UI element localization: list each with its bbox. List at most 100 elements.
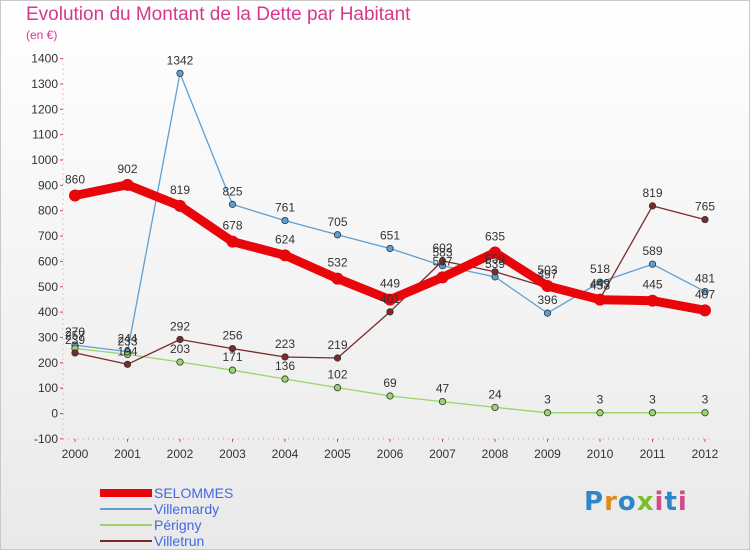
data-label: 518 [590,262,610,276]
data-label: 583 [432,246,452,260]
data-point [701,287,709,296]
data-label: 705 [327,215,347,229]
legend-item: Villetrun [100,533,300,549]
data-point [279,249,291,262]
data-label: 3 [702,393,709,407]
data-point [176,358,184,366]
data-label: 223 [275,337,295,351]
data-label: 503 [537,263,557,277]
data-point [69,189,81,202]
data-point [228,345,237,353]
data-label: 445 [642,278,662,292]
legend-label: Villetrun [154,533,205,549]
data-point [489,246,501,259]
y-tick-label: 900 [38,178,58,192]
y-tick-label: 100 [38,381,58,395]
data-label: 651 [380,228,400,242]
data-point [648,260,657,268]
data-label: 102 [327,368,347,382]
data-label: 270 [65,325,85,339]
data-label: 902 [117,162,137,176]
data-label: 678 [222,219,242,233]
data-point [226,235,239,248]
data-point [699,304,711,317]
data-point [386,308,394,316]
x-tick-label: 2005 [324,447,351,461]
data-label: 292 [170,319,190,333]
data-label: 539 [485,257,505,271]
data-label: 819 [170,183,190,197]
data-label: 257 [65,328,85,342]
data-label: 819 [642,186,662,200]
data-label: 239 [65,333,85,347]
x-tick-label: 2010 [587,447,614,461]
data-label: 481 [695,272,715,286]
data-label: 3 [649,393,656,407]
data-point [384,293,396,306]
data-point [176,69,184,77]
data-point [701,215,709,224]
data-label: 244 [117,332,137,346]
data-point [491,268,499,276]
data-label: 171 [222,350,242,364]
data-point [333,354,342,362]
data-point [436,271,449,284]
data-label: 3 [597,393,604,407]
data-point [228,200,237,208]
data-label: 602 [432,241,452,255]
data-label: 3 [544,393,551,407]
legend-item: Périgny [100,517,300,533]
x-tick-label: 2004 [272,447,299,461]
data-point [123,350,132,359]
legend-label: Villemardy [154,501,220,517]
y-tick-label: 600 [38,254,58,268]
data-label: 24 [488,387,502,401]
data-label: 765 [695,200,715,214]
data-point [71,349,79,357]
data-point [594,293,606,306]
data-label: 860 [65,172,85,186]
data-label: 761 [275,201,295,215]
data-point [648,202,657,210]
data-label: 401 [380,292,400,306]
data-point [228,366,237,374]
data-label: 47 [436,382,450,396]
x-tick-label: 2001 [114,447,141,461]
y-tick-label: 700 [38,229,58,243]
data-label: 233 [117,334,137,348]
data-label: 69 [383,376,397,390]
data-label: 825 [222,184,242,198]
x-tick-label: 2002 [167,447,194,461]
y-tick-label: 1100 [32,128,58,142]
data-label: 449 [380,277,400,291]
y-tick-label: 0 [51,407,58,421]
data-point [596,278,604,286]
data-point [646,294,659,307]
y-tick-label: 1300 [31,77,58,91]
data-label: 194 [117,344,137,358]
data-point [174,199,186,212]
data-label: 407 [695,287,715,301]
legend-swatch [100,508,152,510]
data-label: 497 [537,268,557,282]
data-point [176,335,184,344]
data-label: 219 [327,338,347,352]
x-tick-label: 2000 [62,447,89,461]
data-point [491,403,499,412]
y-tick-label: 800 [38,204,58,218]
legend-swatch [100,524,152,526]
y-tick-label: 300 [38,330,58,344]
data-point [543,409,552,417]
data-label: 589 [642,244,662,258]
unit-label: (en €) [26,28,58,42]
y-tick-label: 1400 [31,52,58,66]
data-point [438,257,447,265]
data-label: 136 [275,359,295,373]
data-point [333,384,342,392]
y-tick-label: 500 [38,280,58,294]
data-label: 453 [590,279,610,293]
data-point [438,397,447,406]
x-tick-label: 2009 [534,447,561,461]
legend: SELOMMES Villemardy Périgny Villetrun [100,485,300,549]
legend-item: Villemardy [100,501,300,517]
